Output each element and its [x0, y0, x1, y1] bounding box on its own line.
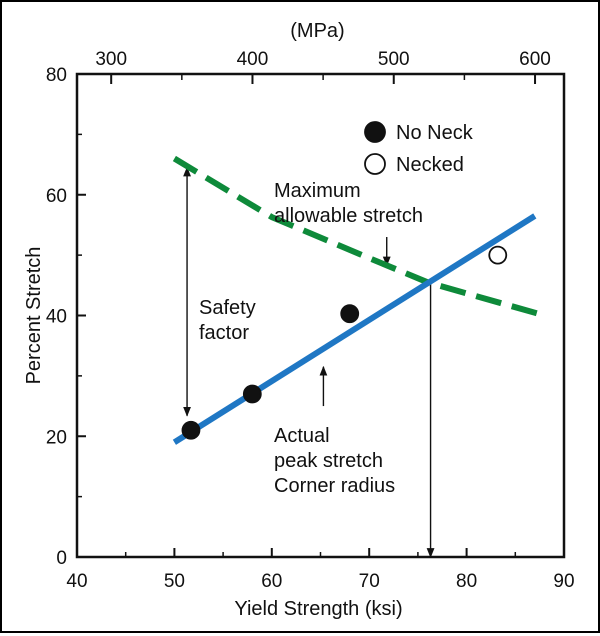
y-tick-label: 60: [46, 186, 67, 207]
legend-necked-marker: [364, 153, 386, 175]
actual-peak-stretch-line: [172, 213, 537, 445]
actual-peak-stretch-label: Actual: [274, 425, 330, 447]
no-neck-point: [181, 420, 201, 440]
top-x-axis-title: (MPa): [290, 20, 344, 42]
legend-label: Necked: [396, 154, 464, 176]
y-tick-label: 20: [46, 427, 67, 448]
x-axis-title: Yield Strength (ksi): [234, 598, 402, 620]
legend-label: No Neck: [396, 122, 474, 144]
x-tick-label: 50: [164, 571, 185, 592]
y-tick-label: 40: [46, 307, 67, 328]
y-axis-title: Percent Stretch: [23, 247, 45, 385]
max-allowable-stretch-label: allowable stretch: [274, 205, 423, 227]
y-tick-label: 0: [56, 548, 67, 569]
x-tick-label: 40: [66, 571, 87, 592]
actual-peak-stretch-label: peak stretch: [274, 450, 383, 472]
top-x-tick-label: 500: [378, 49, 410, 70]
no-neck-point: [242, 384, 262, 404]
x-tick-label: 60: [261, 571, 282, 592]
top-x-tick-label: 300: [95, 49, 127, 70]
actual-peak-stretch-label: Corner radius: [274, 475, 395, 497]
no-neck-point: [340, 304, 360, 324]
necked-point: [488, 245, 508, 265]
top-x-tick-label: 600: [519, 49, 551, 70]
x-tick-label: 90: [553, 571, 574, 592]
top-x-tick-label: 400: [237, 49, 269, 70]
max-allowable-stretch-line: [172, 155, 546, 319]
safety-factor-label: Safety: [199, 297, 256, 319]
x-tick-label: 70: [359, 571, 380, 592]
safety-factor-label: factor: [199, 322, 249, 344]
x-tick-label: 80: [456, 571, 477, 592]
y-tick-label: 80: [46, 65, 67, 86]
max-allowable-stretch-label: Maximum: [274, 180, 361, 202]
legend-no-neck-marker: [364, 121, 386, 143]
